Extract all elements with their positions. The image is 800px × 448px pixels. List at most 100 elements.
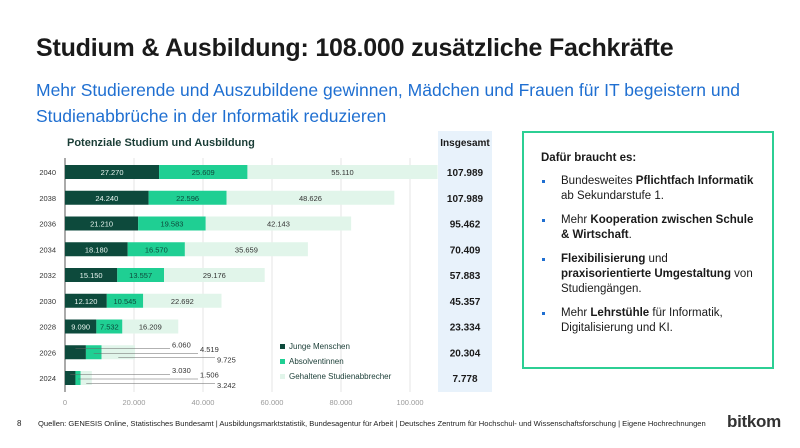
bar-segment xyxy=(65,345,86,360)
data-label: 21.210 xyxy=(90,220,113,229)
requirement-text: praxisorientierte Umgestaltung xyxy=(561,268,731,280)
data-label: 3.242 xyxy=(217,381,236,390)
bar-segment xyxy=(101,345,136,360)
data-label: 25.609 xyxy=(192,168,215,177)
bar-segment xyxy=(80,371,92,385)
total-value: 107.989 xyxy=(447,194,484,205)
data-label: 35.659 xyxy=(235,245,258,254)
legend-swatch xyxy=(280,344,285,349)
bar-segment xyxy=(65,190,149,205)
requirement-text: . xyxy=(628,229,632,241)
total-value: 107.989 xyxy=(447,168,484,179)
legend-swatch xyxy=(280,359,285,364)
x-tick-label: 40.000 xyxy=(192,398,215,407)
requirement-text: von Studiengängen. xyxy=(561,268,753,295)
y-tick-label: 2040 xyxy=(39,168,56,177)
data-label: 6.060 xyxy=(172,340,191,349)
totals-column-bg xyxy=(438,131,492,392)
total-value: 7.778 xyxy=(452,374,477,385)
bar-segment xyxy=(159,165,248,179)
slide-title: Studium & Ausbildung: 108.000 zusätzlich… xyxy=(36,34,674,62)
requirements-box: Dafür braucht es: Bundesweites Pflichtfa… xyxy=(522,131,774,369)
y-tick-label: 2038 xyxy=(39,194,56,203)
total-value: 70.409 xyxy=(450,245,481,256)
bar-segment xyxy=(85,345,102,360)
box-heading: Dafür braucht es: xyxy=(541,152,637,164)
requirements-list: Bundesweites Pflichtfach Informatik ab S… xyxy=(541,174,756,336)
bar-segment xyxy=(75,371,81,385)
bar-segment xyxy=(127,242,185,257)
bar-segment xyxy=(205,216,352,231)
requirement-text: für Informatik, Digitalisierung und KI. xyxy=(561,307,723,334)
data-label: 7.532 xyxy=(100,323,119,332)
data-label: 42.143 xyxy=(267,220,290,229)
data-label: 1.506 xyxy=(200,371,219,380)
bar-segment xyxy=(247,165,438,179)
slide-subtitle: Mehr Studierende und Auszubildene gewinn… xyxy=(36,80,741,126)
data-label: 22.596 xyxy=(176,194,199,203)
data-label: 22.692 xyxy=(171,297,194,306)
data-label: 15.150 xyxy=(80,271,103,280)
data-label: 19.583 xyxy=(160,220,183,229)
requirement-item: Mehr Lehrstühle für Informatik, Digitali… xyxy=(541,306,756,336)
y-tick-label: 2026 xyxy=(39,348,56,357)
bar-segment xyxy=(184,242,308,257)
legend-label: Absolventinnen xyxy=(289,357,344,366)
bar-segment xyxy=(65,242,128,257)
data-label: 4.519 xyxy=(200,345,219,354)
bar-segment xyxy=(65,319,97,334)
bullet-icon xyxy=(542,180,545,183)
legend-label: Gehaltene Studienabbrecher xyxy=(289,372,392,381)
y-tick-label: 2032 xyxy=(39,271,56,280)
requirement-text: Flexibilisierung xyxy=(561,253,646,265)
requirement-text: Kooperation zwischen Schule & Wirtschaft xyxy=(561,214,754,241)
page-number: 8 xyxy=(17,419,22,428)
bar-segment xyxy=(65,268,118,282)
data-label: 9.090 xyxy=(71,323,90,332)
bar-segment xyxy=(226,190,395,205)
bar-segment xyxy=(65,165,160,179)
total-value: 45.357 xyxy=(450,297,481,308)
bar-segment xyxy=(106,293,144,308)
bitkom-logo: bitkom xyxy=(727,412,781,431)
bar-segment xyxy=(143,293,222,308)
bar-segment xyxy=(138,216,206,231)
data-label: 16.570 xyxy=(145,245,168,254)
requirement-item: Flexibilisierung und praxisorientierte U… xyxy=(541,252,756,297)
chart-title: Potenziale Studium und Ausbildung xyxy=(67,137,255,149)
requirement-text: Mehr xyxy=(561,307,591,319)
bullet-icon xyxy=(542,258,545,261)
data-label: 24.240 xyxy=(95,194,118,203)
bullet-icon xyxy=(542,312,545,315)
data-label: 10.545 xyxy=(114,297,137,306)
data-label: 18.180 xyxy=(85,245,108,254)
data-label: 55.110 xyxy=(331,168,353,177)
total-value: 20.304 xyxy=(450,348,481,359)
legend-label: Junge Menschen xyxy=(289,342,350,351)
x-tick-label: 20.000 xyxy=(123,398,146,407)
requirement-text: ab Sekundarstufe 1. xyxy=(561,190,664,202)
legend-swatch xyxy=(280,374,285,379)
y-tick-label: 2028 xyxy=(39,323,56,332)
data-label: 29.176 xyxy=(203,271,226,280)
data-label: 9.725 xyxy=(217,355,236,364)
bullet-icon xyxy=(542,219,545,222)
y-tick-label: 2024 xyxy=(39,374,56,383)
data-label: 12.120 xyxy=(74,297,97,306)
bar-segment xyxy=(122,319,179,334)
bar-segment xyxy=(65,293,107,308)
bar-segment xyxy=(65,216,139,231)
bar-segment xyxy=(117,268,165,282)
totals-header: Insgesamt xyxy=(440,138,490,149)
requirement-text: Lehrstühle xyxy=(590,307,650,319)
y-tick-label: 2034 xyxy=(39,245,56,254)
requirement-item: Mehr Kooperation zwischen Schule & Wirts… xyxy=(541,213,756,243)
bar-segment xyxy=(65,371,76,385)
data-label: 48.626 xyxy=(299,194,322,203)
x-tick-label: 60.000 xyxy=(261,398,284,407)
x-tick-label: 80.000 xyxy=(330,398,353,407)
data-label: 13.557 xyxy=(129,271,152,280)
y-tick-label: 2036 xyxy=(39,220,56,229)
sources-footer: Quellen: GENESIS Online, Statistisches B… xyxy=(38,419,706,428)
data-label: 16.209 xyxy=(139,323,162,332)
